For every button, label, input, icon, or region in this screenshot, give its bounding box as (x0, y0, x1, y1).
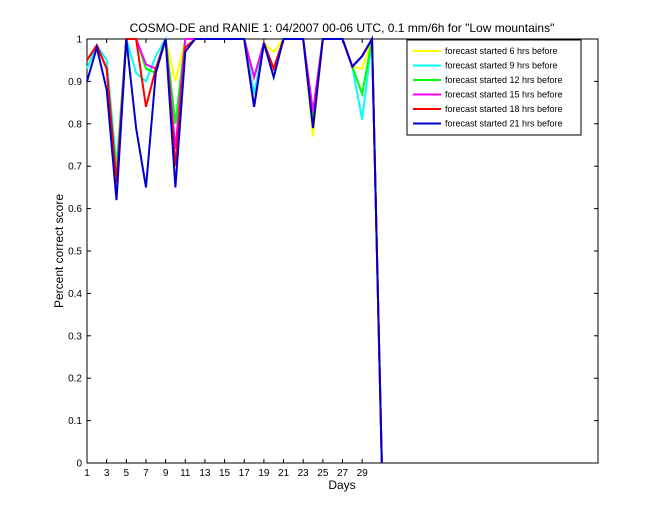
x-tick-label: 19 (258, 468, 270, 479)
y-tick-label: 0.1 (68, 416, 82, 427)
chart-title: COSMO-DE and RANIE 1: 04/2007 00-06 UTC,… (130, 21, 555, 35)
y-tick-label: 0.9 (68, 77, 82, 88)
legend-label-2: forecast started 9 hrs before (445, 61, 558, 71)
legend-label-4: forecast started 15 hrs before (445, 90, 563, 100)
y-tick-label: 0.2 (68, 374, 82, 385)
x-tick-label: 9 (163, 468, 169, 479)
legend-label-1: forecast started 6 hrs before (445, 46, 558, 56)
legend-label-6: forecast started 21 hrs before (445, 119, 563, 129)
x-tick-label: 17 (239, 468, 251, 479)
x-tick-label: 7 (143, 468, 149, 479)
x-tick-label: 29 (357, 468, 369, 479)
legend-label-3: forecast started 12 hrs before (445, 75, 563, 85)
x-tick-label: 25 (317, 468, 329, 479)
y-tick-label: 0.7 (68, 162, 82, 173)
x-tick-label: 11 (180, 468, 191, 479)
y-tick-label: 0.4 (68, 289, 82, 300)
x-axis-label: Days (328, 478, 355, 492)
y-tick-label: 0 (76, 459, 82, 470)
x-tick-label: 15 (219, 468, 231, 479)
y-tick-label: 1 (76, 35, 82, 46)
x-tick-label: 21 (278, 468, 290, 479)
legend-box (406, 39, 582, 136)
legend: forecast started 6 hrs before forecast st… (406, 39, 582, 136)
x-tick-label: 23 (298, 468, 310, 479)
y-tick-label: 0.6 (68, 204, 82, 215)
axis-ticks: 1 3 5 7 9 11 13 15 17 19 21 23 25 27 2900.10.20.30.40.… (68, 35, 598, 479)
y-tick-label: 0.5 (68, 247, 82, 258)
y-axis-label: Percent correct score (52, 194, 66, 308)
y-tick-label: 0.3 (68, 331, 82, 342)
y-tick-label: 0.8 (68, 119, 82, 130)
series-line-6 (86, 35, 383, 464)
x-tick-label: 5 (124, 468, 130, 479)
x-tick-label: 13 (199, 468, 211, 479)
x-tick-label: 27 (337, 468, 349, 479)
legend-label-5: forecast started 18 hrs before (445, 104, 563, 114)
x-tick-label: 3 (104, 468, 110, 479)
x-tick-label: 1 (84, 468, 90, 479)
series-group (86, 35, 383, 464)
